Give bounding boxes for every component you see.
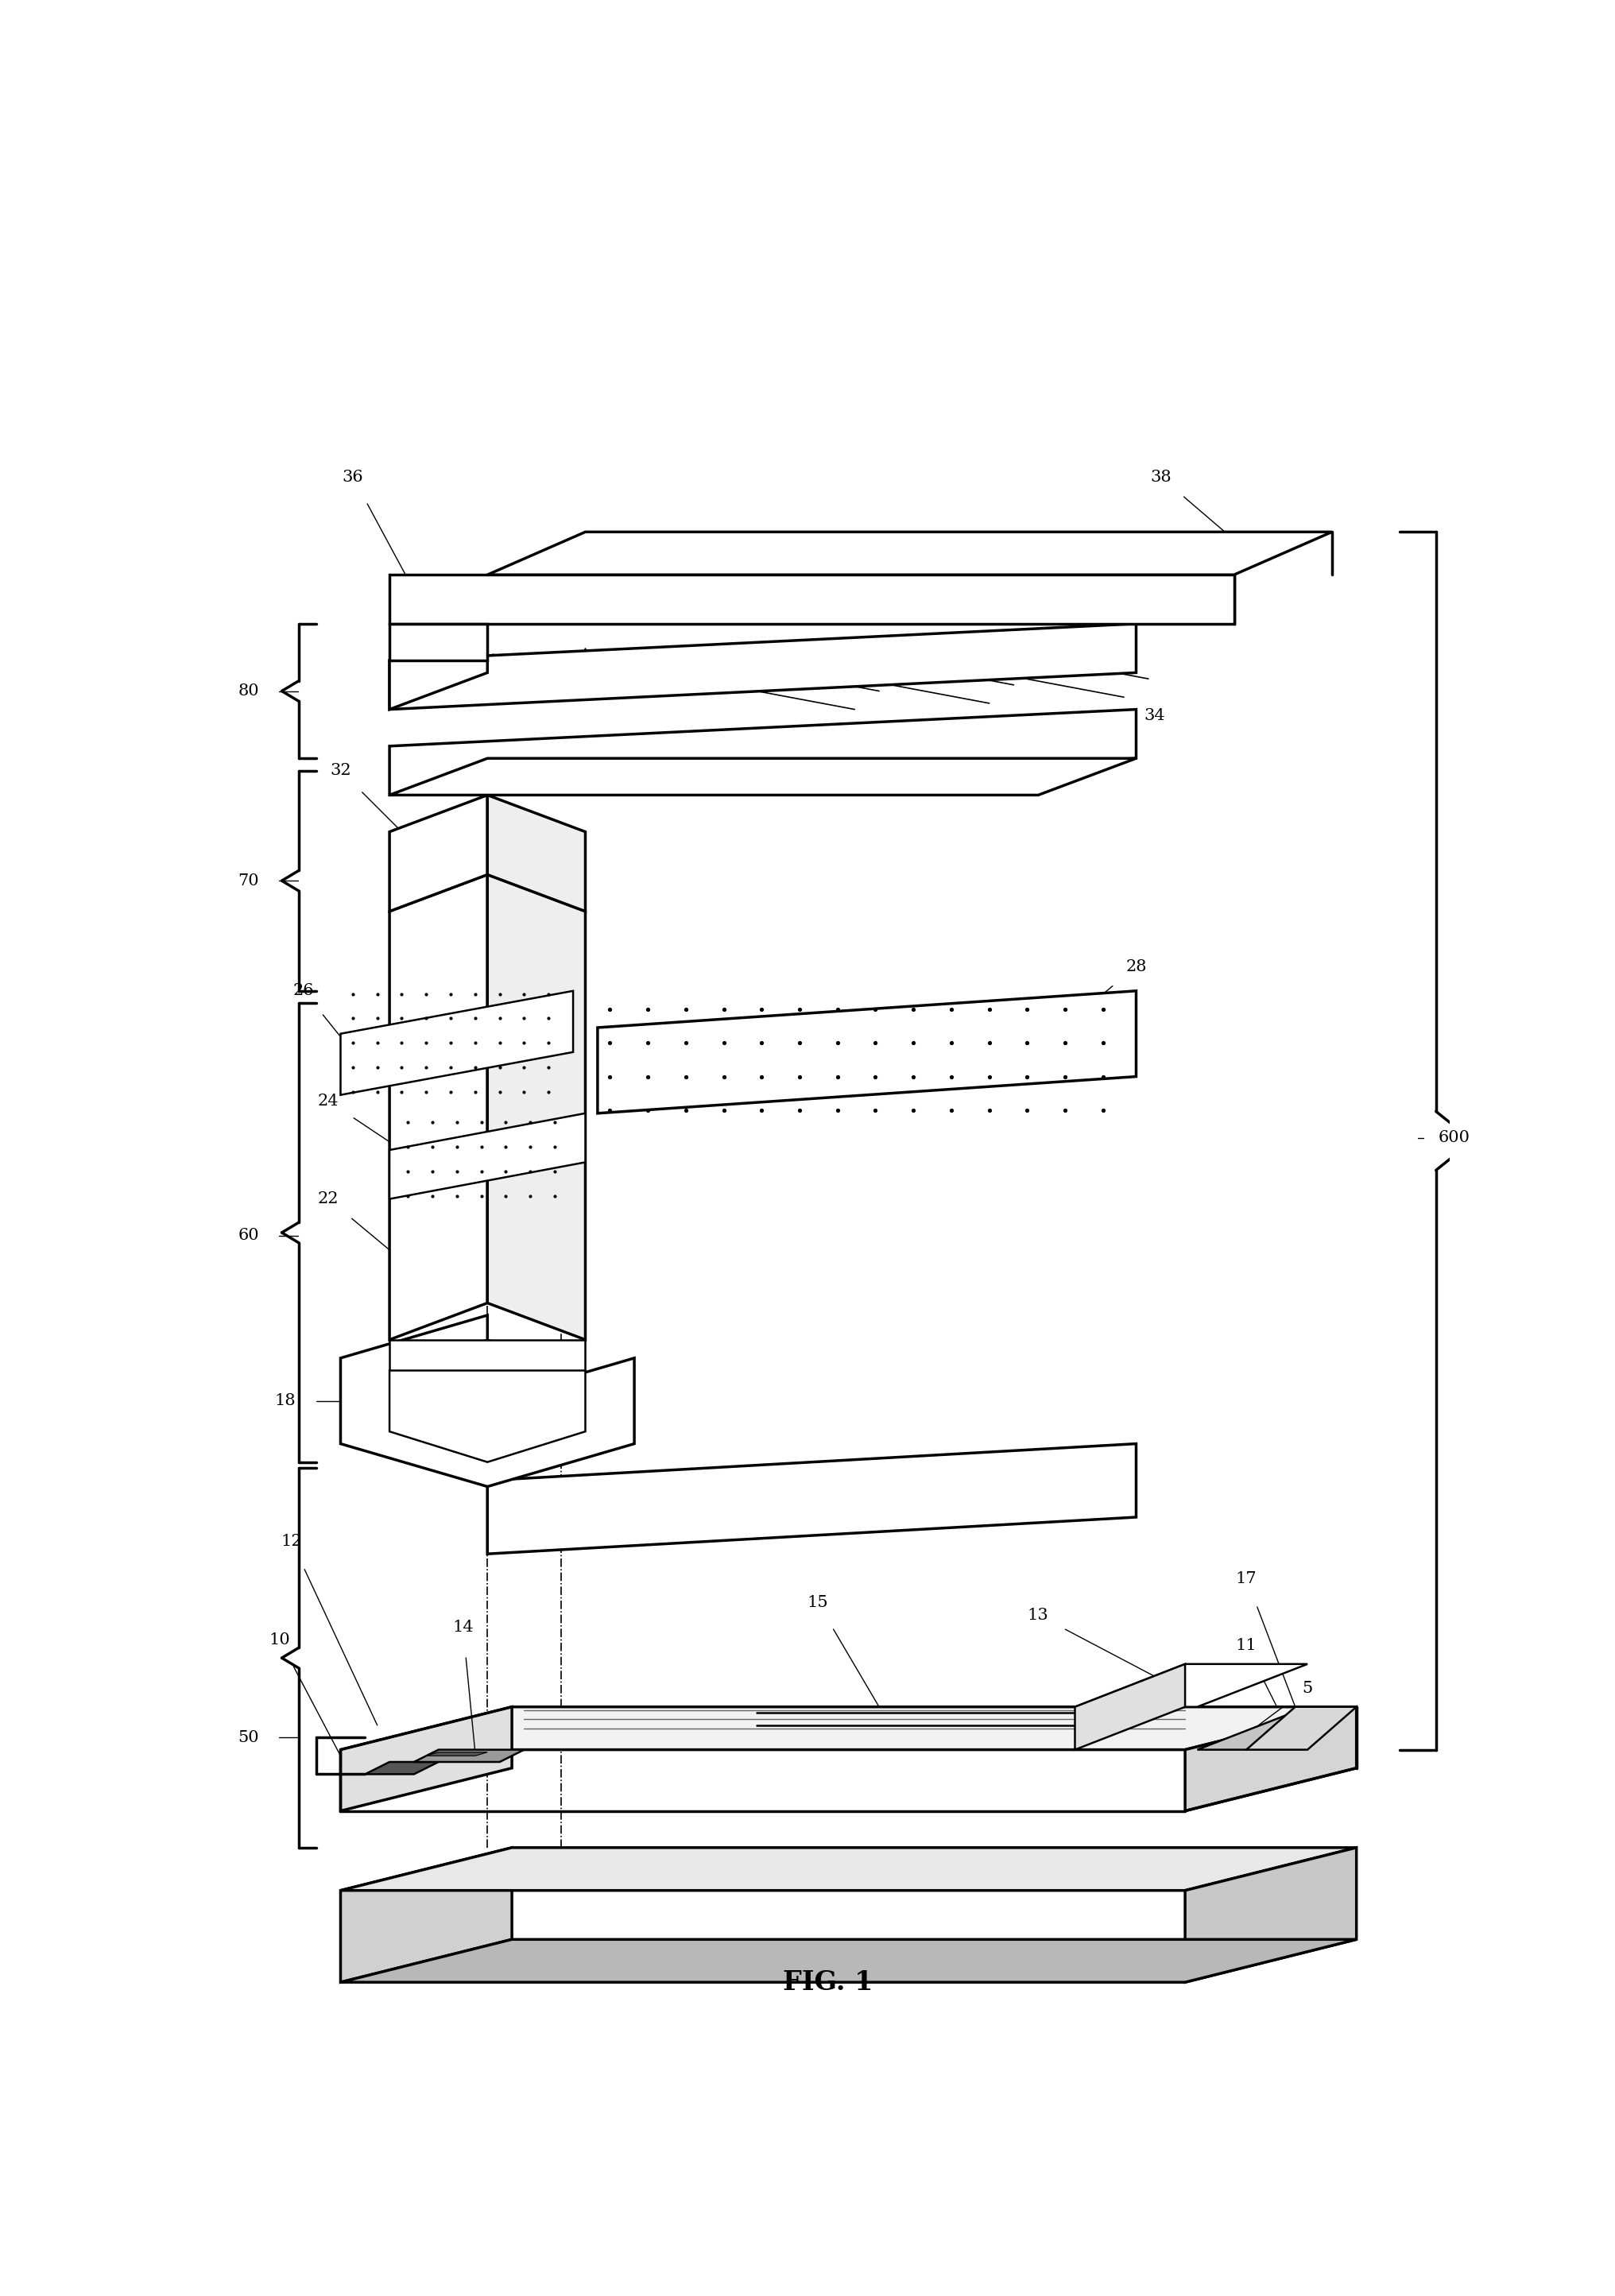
Polygon shape (1185, 1848, 1357, 1981)
Polygon shape (1185, 1706, 1357, 1812)
Text: 16: 16 (880, 1467, 901, 1481)
Polygon shape (598, 992, 1135, 1114)
Text: 38: 38 (1150, 468, 1171, 484)
Polygon shape (389, 1339, 585, 1371)
Text: 13: 13 (1027, 1607, 1048, 1623)
Text: 60: 60 (237, 1228, 260, 1242)
Polygon shape (488, 794, 585, 912)
Polygon shape (1197, 1706, 1357, 1750)
Polygon shape (365, 1761, 438, 1775)
Text: 22: 22 (318, 1192, 339, 1205)
Text: 80: 80 (237, 684, 260, 698)
Text: 14: 14 (452, 1619, 473, 1635)
Text: 12: 12 (281, 1534, 302, 1550)
Polygon shape (1247, 1706, 1357, 1750)
Text: 34: 34 (1143, 707, 1164, 723)
Text: 10: 10 (268, 1632, 291, 1646)
Polygon shape (389, 875, 488, 1339)
Polygon shape (341, 1848, 1357, 1890)
Polygon shape (426, 1752, 488, 1756)
Polygon shape (341, 1706, 512, 1812)
Polygon shape (341, 992, 573, 1095)
Polygon shape (389, 625, 488, 709)
Polygon shape (488, 875, 585, 1339)
Text: 50: 50 (237, 1729, 260, 1745)
Polygon shape (389, 794, 488, 912)
Polygon shape (341, 1706, 1357, 1750)
Polygon shape (1076, 1665, 1185, 1750)
Polygon shape (389, 625, 488, 661)
Polygon shape (341, 1316, 635, 1486)
Text: 26: 26 (294, 983, 315, 999)
Polygon shape (389, 625, 1135, 709)
Text: 600: 600 (1439, 1130, 1470, 1146)
Text: 18: 18 (275, 1394, 296, 1407)
Polygon shape (389, 709, 1135, 794)
Text: 70: 70 (237, 872, 260, 889)
Text: 24: 24 (318, 1093, 339, 1109)
Text: FIG. 1: FIG. 1 (783, 1970, 872, 1995)
Text: 28: 28 (1126, 960, 1147, 974)
Text: 17: 17 (1235, 1570, 1256, 1587)
Polygon shape (488, 533, 1332, 574)
Text: 5: 5 (1302, 1681, 1313, 1697)
Text: 36: 36 (342, 468, 363, 484)
Text: 32: 32 (329, 762, 350, 778)
Polygon shape (341, 1940, 1357, 1981)
Polygon shape (389, 574, 1234, 625)
Polygon shape (389, 758, 1135, 794)
Polygon shape (488, 1444, 1135, 1554)
Polygon shape (341, 1706, 512, 1750)
Polygon shape (341, 1848, 512, 1981)
Text: 11: 11 (1235, 1637, 1256, 1653)
Polygon shape (1076, 1665, 1308, 1706)
Polygon shape (389, 1114, 585, 1199)
Polygon shape (389, 1339, 585, 1463)
Polygon shape (413, 1750, 525, 1761)
Text: 15: 15 (808, 1596, 828, 1609)
